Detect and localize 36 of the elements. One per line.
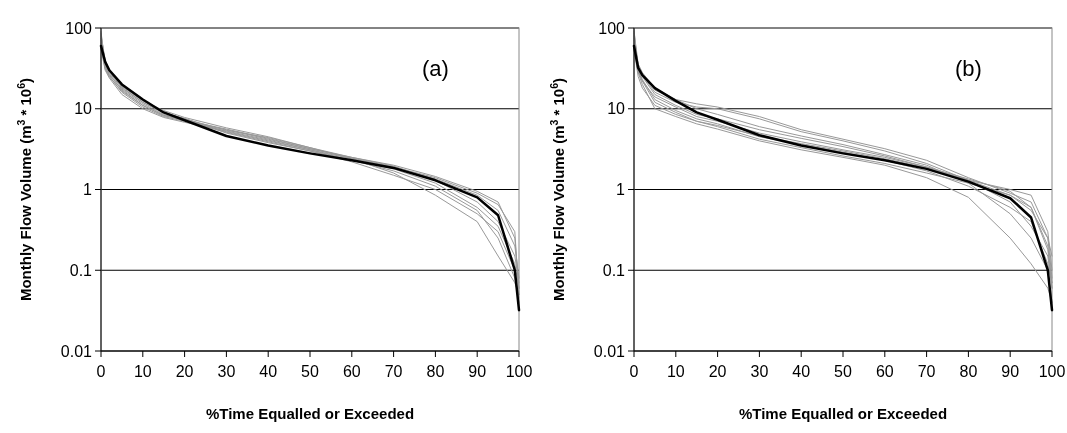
text: (b) [954, 56, 982, 82]
x-tick-label: 20 [708, 363, 727, 380]
y-tick-label: 10 [607, 100, 626, 118]
x-tick-label: 60 [342, 363, 361, 380]
y-tick-label: 0.01 [593, 342, 626, 360]
x-axis-title: %Time Equalled or Exceeded [738, 405, 948, 422]
x-tick-label: 40 [259, 363, 278, 380]
x-tick-label: 70 [917, 363, 936, 380]
x-tick-label: 20 [175, 363, 194, 380]
y-tick-label: 1 [616, 181, 626, 199]
x-tick-label: 90 [1001, 363, 1020, 380]
x-tick-label: 100 [505, 363, 533, 380]
x-tick-label: 70 [384, 363, 403, 380]
x-tick-label: 30 [217, 363, 236, 380]
y-tick-label: 100 [598, 19, 626, 37]
x-tick-label: 100 [1038, 363, 1066, 380]
x-tick-label: 50 [301, 363, 319, 380]
y-tick-label: 1 [83, 181, 93, 199]
x-tick-label: 0 [96, 363, 106, 380]
x-tick-label: 60 [875, 363, 894, 380]
y-tick-label: 100 [65, 19, 93, 37]
x-tick-label: 10 [133, 363, 152, 380]
x-tick-label: 10 [666, 363, 685, 380]
x-tick-label: 0 [629, 363, 639, 380]
text: (a) [421, 56, 449, 82]
x-tick-label: 80 [959, 363, 978, 380]
x-tick-label: 40 [792, 363, 811, 380]
x-tick-label: 50 [834, 363, 852, 380]
x-tick-label: 80 [426, 363, 445, 380]
y-tick-label: 0.1 [69, 261, 93, 279]
x-axis-title: %Time Equalled or Exceeded [205, 405, 415, 422]
y-tick-label: 0.1 [602, 261, 626, 279]
y-tick-label: 0.01 [60, 342, 93, 360]
x-tick-label: 90 [468, 363, 487, 380]
x-tick-label: 30 [750, 363, 769, 380]
y-tick-label: 10 [74, 100, 93, 118]
